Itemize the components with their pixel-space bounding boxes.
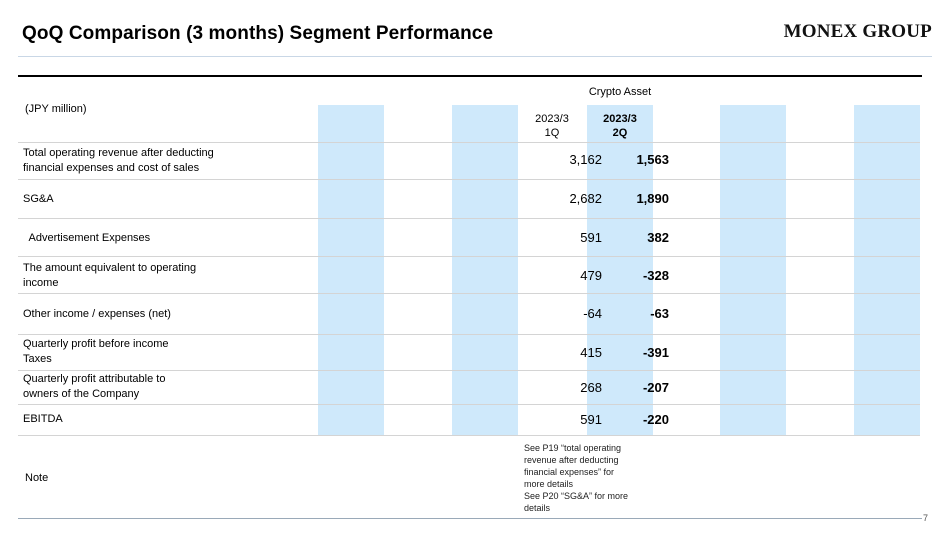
segment-header: Crypto Asset [588, 86, 652, 98]
note-label: Note [25, 472, 49, 484]
value-1q: -64 [583, 306, 602, 321]
note-text: See P19 “total operating revenue after d… [524, 442, 646, 514]
column-band [318, 105, 384, 436]
row-separator [18, 435, 920, 436]
note-line: See P20 “SG&A” for more [524, 491, 629, 501]
value-2q: 382 [647, 230, 669, 245]
value-2q: 1,563 [636, 152, 669, 167]
note-line: financial expenses” for [524, 467, 615, 477]
value-2q: -220 [642, 412, 669, 427]
row-label-line: Taxes [23, 353, 52, 365]
table-row: Quarterly profit before income Taxes 415… [18, 335, 920, 370]
table-row: SG&A 2,682 1,890 [18, 180, 920, 218]
column-band [720, 105, 786, 436]
row-label-line: owners of the Company [23, 388, 140, 400]
value-2q: -391 [642, 345, 669, 360]
row-label: SG&A [23, 193, 54, 205]
value-1q: 415 [580, 345, 602, 360]
note-line: revenue after deducting [524, 455, 619, 465]
row-separator [18, 404, 920, 405]
row-label: Quarterly profit attributable to owners … [23, 372, 165, 402]
company-logo: MONEX GROUP [783, 21, 932, 42]
row-separator [18, 256, 920, 257]
row-label: EBITDA [23, 413, 63, 425]
row-label: Advertisement Expenses [23, 232, 151, 244]
column-header-2q: 2023/3 2Q [587, 112, 653, 140]
column-header-line: 1Q [544, 127, 560, 139]
value-1q: 2,682 [569, 191, 602, 206]
row-label: Quarterly profit before income Taxes [23, 337, 169, 367]
row-label: Other income / expenses (net) [23, 308, 171, 320]
page-title: QoQ Comparison (3 months) Segment Perfor… [22, 23, 494, 44]
row-separator [18, 334, 920, 335]
table-row: Quarterly profit attributable to owners … [18, 371, 920, 404]
footer-rule [18, 518, 922, 519]
value-2q: -328 [642, 268, 669, 283]
row-label: The amount equivalent to operating incom… [23, 261, 196, 291]
value-1q: 268 [580, 380, 602, 395]
note-line: more details [524, 479, 574, 489]
note-line: details [524, 503, 551, 513]
table-top-rule [18, 75, 922, 77]
table-row: The amount equivalent to operating incom… [18, 257, 920, 293]
title-divider [18, 56, 932, 57]
page-number: 7 [922, 513, 928, 523]
column-header-line: 2023/3 [535, 113, 569, 125]
row-label-line: The amount equivalent to operating [23, 262, 197, 274]
row-label-line: Quarterly profit before income [23, 338, 169, 350]
units-label: (JPY million) [25, 103, 87, 115]
value-1q: 3,162 [569, 152, 602, 167]
row-separator [18, 370, 920, 371]
column-header-line: 2023/3 [603, 113, 637, 125]
value-2q: -63 [650, 306, 669, 321]
value-1q: 479 [580, 268, 602, 283]
value-2q: 1,890 [636, 191, 669, 206]
row-label-line: financial expenses and cost of sales [23, 162, 200, 174]
row-separator [18, 293, 920, 294]
row-label: Total operating revenue after deducting … [23, 146, 214, 176]
note-line: See P19 “total operating [524, 443, 622, 453]
column-band [452, 105, 518, 436]
row-label-line: Quarterly profit attributable to [23, 373, 166, 385]
column-band [854, 105, 920, 436]
value-1q: 591 [580, 230, 602, 245]
row-separator [18, 218, 920, 219]
row-separator [18, 142, 920, 143]
row-label-line: Total operating revenue after deducting [23, 147, 214, 159]
column-band-2q [587, 105, 653, 436]
column-header-line: 2Q [612, 127, 628, 139]
table-row: Total operating revenue after deducting … [18, 143, 920, 178]
table-row: EBITDA 591 -220 [18, 405, 920, 435]
table-row: Advertisement Expenses 591 382 [18, 219, 920, 256]
value-2q: -207 [642, 380, 669, 395]
table-row: Other income / expenses (net) -64 -63 [18, 294, 920, 334]
row-label-line: income [23, 277, 59, 289]
row-separator [18, 179, 920, 180]
value-1q: 591 [580, 412, 602, 427]
column-header-1q: 2023/3 1Q [519, 112, 585, 140]
